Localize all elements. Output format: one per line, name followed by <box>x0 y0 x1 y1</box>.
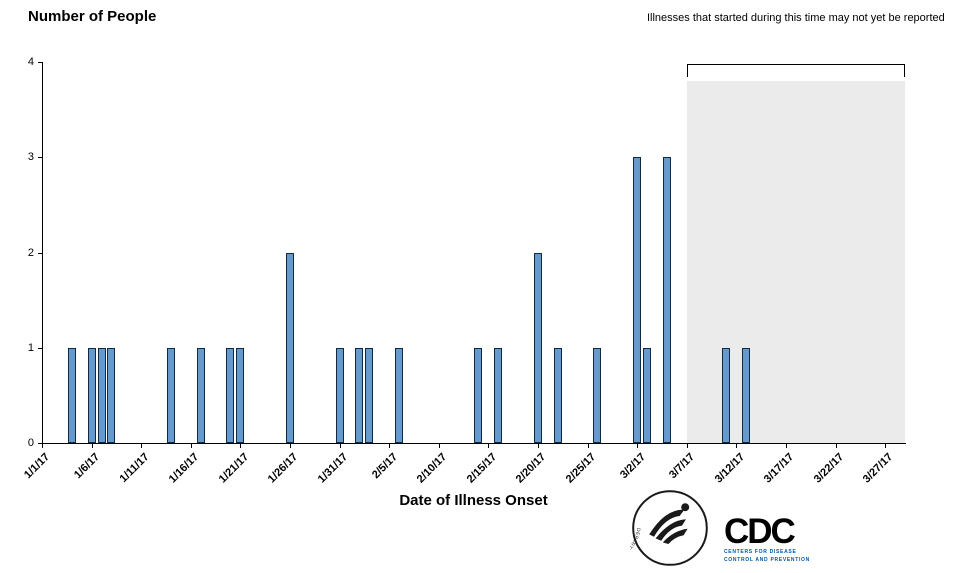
y-tick-mark <box>38 157 42 159</box>
x-tick-label: 2/10/17 <box>414 451 450 486</box>
x-tick-label: 3/7/17 <box>667 451 698 482</box>
x-tick-mark <box>835 444 837 448</box>
case-bar <box>395 347 404 443</box>
case-bar <box>365 347 374 443</box>
case-bar <box>335 347 344 443</box>
y-tick-mark <box>38 252 42 254</box>
case-bar <box>742 347 751 443</box>
x-tick-label: 3/27/17 <box>861 451 896 486</box>
y-tick-label: 0 <box>27 437 34 449</box>
case-bar <box>107 347 116 443</box>
cdc-logo: CDC CENTERS FOR DISEASE CONTROL AND PREV… <box>724 511 810 563</box>
x-tick-label: 3/2/17 <box>617 451 648 482</box>
unreported-bracket <box>686 64 905 77</box>
x-tick-mark <box>537 444 539 448</box>
x-tick-label: 3/22/17 <box>811 451 847 486</box>
y-tick-mark <box>38 443 42 444</box>
x-tick-label: 2/20/17 <box>514 451 549 486</box>
case-bar <box>285 252 294 443</box>
y-axis-title: Number of People <box>28 8 157 25</box>
x-tick-label: 2/5/17 <box>369 451 400 482</box>
x-tick-mark <box>190 444 192 448</box>
x-tick-mark <box>389 444 391 448</box>
case-bar <box>196 347 205 443</box>
case-bar <box>494 347 503 443</box>
x-tick-mark <box>141 444 143 448</box>
x-tick-label: 3/12/17 <box>712 451 747 486</box>
case-bar <box>643 347 652 443</box>
x-tick-label: 1/16/17 <box>166 451 202 486</box>
case-bar <box>355 347 364 443</box>
case-bar <box>97 347 106 443</box>
x-tick-mark <box>686 444 688 448</box>
x-tick-mark <box>587 444 589 448</box>
x-tick-label: 1/31/17 <box>315 451 351 486</box>
case-bar <box>553 347 562 443</box>
case-bar <box>67 347 76 443</box>
svg-text:DEPARTMENT OF HEALTH & HUMAN S: DEPARTMENT OF HEALTH & HUMAN SERVICES • … <box>630 489 641 561</box>
unreported-region <box>686 81 905 443</box>
footer-logos: DEPARTMENT OF HEALTH & HUMAN SERVICES • … <box>630 488 810 568</box>
case-bar <box>593 347 602 443</box>
case-bar <box>662 157 671 443</box>
case-bar <box>722 347 731 443</box>
y-tick-mark <box>38 62 42 63</box>
hhs-seal-ring-text: DEPARTMENT OF HEALTH & HUMAN SERVICES • … <box>630 489 641 561</box>
x-tick-label: 2/25/17 <box>563 451 599 486</box>
cdc-logo-subtext-line2: CONTROL AND PREVENTION <box>724 556 810 563</box>
hhs-eagle-icon <box>649 503 690 544</box>
x-tick-mark <box>736 444 738 448</box>
case-bar <box>166 347 175 443</box>
case-bar <box>474 347 483 443</box>
x-tick-label: 1/21/17 <box>216 451 251 486</box>
case-bar <box>633 157 642 443</box>
unreported-annotation: Illnesses that started during this time … <box>646 12 945 24</box>
x-tick-label: 3/17/17 <box>762 451 797 486</box>
hhs-seal-icon: DEPARTMENT OF HEALTH & HUMAN SERVICES • … <box>630 489 708 566</box>
x-tick-mark <box>488 444 490 448</box>
x-tick-mark <box>91 444 93 448</box>
x-tick-label: 2/15/17 <box>464 451 499 486</box>
x-tick-mark <box>240 444 242 448</box>
case-bar <box>533 252 542 443</box>
x-tick-mark <box>785 444 787 448</box>
y-tick-label: 1 <box>27 341 34 354</box>
x-axis <box>42 443 906 444</box>
x-tick-mark <box>438 444 440 448</box>
x-tick-mark <box>339 444 341 448</box>
x-tick-label: 1/26/17 <box>266 451 301 486</box>
y-tick-label: 2 <box>27 246 34 259</box>
x-tick-mark <box>637 444 639 448</box>
x-tick-label: 1/11/17 <box>117 451 152 486</box>
y-tick-label: 3 <box>27 151 34 164</box>
y-axis <box>42 62 43 443</box>
y-tick-label: 4 <box>27 56 34 68</box>
x-tick-mark <box>885 444 887 448</box>
x-tick-mark <box>42 444 43 448</box>
x-tick-mark <box>289 444 291 448</box>
cdc-logo-text: CDC <box>724 511 796 551</box>
x-tick-label: 1/1/17 <box>22 451 53 482</box>
x-axis-title: Date of Illness Onset <box>399 492 548 509</box>
case-bar <box>236 347 245 443</box>
y-tick-mark <box>38 347 42 349</box>
case-bar <box>87 347 96 443</box>
case-bar <box>226 347 235 443</box>
cdc-logo-subtext-line1: CENTERS FOR DISEASE <box>724 548 797 555</box>
x-tick-label: 1/6/17 <box>71 451 103 482</box>
